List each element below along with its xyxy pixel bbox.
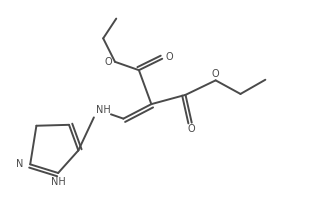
Text: N: N [16,159,23,169]
Text: O: O [188,124,196,135]
Text: NH: NH [96,105,110,115]
Text: O: O [212,69,219,79]
Text: NH: NH [51,177,66,187]
Text: O: O [104,57,112,67]
Text: O: O [165,52,173,62]
